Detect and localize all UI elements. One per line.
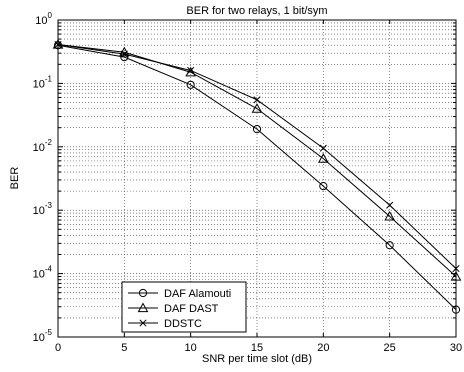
legend-label: DDSTC — [164, 318, 202, 330]
marker-x-stroke — [253, 96, 261, 104]
marker-circle — [319, 181, 328, 191]
series-line — [57, 44, 457, 311]
x-tick-label: 20 — [317, 342, 329, 354]
marker-circle — [186, 80, 195, 89]
x-tick-label: 0 — [55, 342, 61, 354]
chart-title: BER for two relays, 1 bit/sym — [186, 5, 327, 17]
marker-triangle — [450, 270, 462, 281]
marker-triangle — [52, 39, 64, 49]
marker-circle — [138, 288, 148, 298]
marker-triangle — [317, 153, 329, 163]
y-tick-label: 10-5 — [33, 328, 53, 344]
marker-circle — [385, 241, 394, 250]
marker-x — [120, 50, 128, 58]
marker-x-stroke — [139, 319, 147, 327]
axis-ticks: 0 5 10 15 20 25 30 100 10-1 10-2 10-3 10-4 10-5 — [33, 11, 463, 354]
y-axis-label: BER — [9, 167, 21, 190]
x-tick-label: 30 — [450, 342, 462, 354]
marker-x-stroke — [187, 66, 195, 75]
marker-x — [139, 319, 147, 327]
legend-label: DAF Alamouti — [164, 288, 231, 300]
marker-x — [319, 144, 327, 152]
marker-circle — [451, 305, 461, 314]
marker-x — [452, 265, 460, 273]
legend-label: DAF DAST — [164, 303, 219, 315]
series-line — [57, 44, 457, 277]
x-tick-label: 5 — [121, 342, 127, 354]
marker-x-stroke — [54, 40, 62, 49]
marker-triangle — [384, 210, 396, 221]
marker-triangle — [251, 103, 263, 113]
marker-x-stroke — [386, 201, 394, 209]
y-tick-label: 100 — [35, 11, 52, 27]
marker-x — [386, 201, 394, 209]
marker-x-stroke — [452, 265, 460, 273]
grid — [58, 20, 456, 337]
marker-x — [54, 40, 62, 49]
marker-x — [187, 66, 195, 75]
x-tick-label: 15 — [251, 342, 263, 354]
x-tick-label: 10 — [185, 342, 197, 354]
marker-x — [253, 96, 261, 104]
x-axis-label: SNR per time slot (dB) — [202, 353, 312, 365]
marker-x-stroke — [319, 144, 327, 152]
marker-circle — [252, 125, 262, 134]
y-tick-label: 10-3 — [33, 201, 53, 217]
y-tick-label: 10-4 — [33, 265, 53, 281]
y-tick-label: 10-2 — [33, 138, 53, 154]
marker-x-stroke — [120, 50, 128, 58]
plot-area — [57, 19, 457, 338]
x-tick-label: 25 — [384, 342, 396, 354]
series-group — [52, 39, 462, 314]
marker-triangle — [137, 302, 149, 313]
y-tick-label: 10-1 — [33, 74, 53, 90]
legend: DAF Alamouti DAF DAST DDSTC — [121, 281, 247, 333]
